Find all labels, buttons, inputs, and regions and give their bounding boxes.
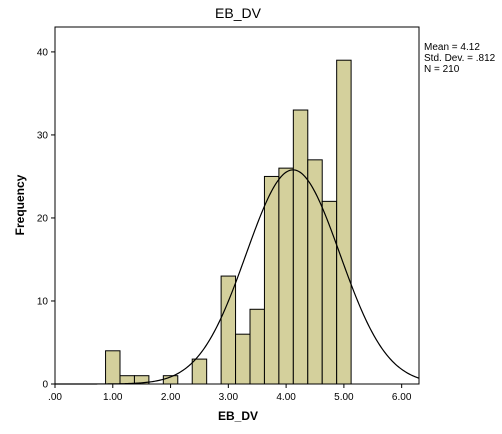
x-tick-label: 6.00 [392,392,412,403]
x-tick-label: 1.00 [103,392,123,403]
histogram-bar [105,350,121,385]
histogram-bar [292,109,309,385]
y-axis: 0 10 20 30 40 [37,47,55,391]
histogram-bar [336,59,352,385]
histogram-bar [321,200,338,385]
histogram-bar [119,375,135,385]
histogram-bar [249,308,265,385]
histogram-bar [133,375,150,385]
y-axis-label: Frequency [13,174,27,235]
bars-group [105,59,352,385]
statistics-legend: Mean = 4.12 Std. Dev. = .812 N = 210 [424,42,495,75]
y-tick-label: 20 [37,213,49,224]
histogram-bar [191,358,208,385]
std-dev-stat: Std. Dev. = .812 [424,53,496,64]
x-tick-label: 3.00 [219,392,239,403]
n-stat: N = 210 [424,64,460,75]
x-axis-label: EB_DV [218,409,258,423]
x-axis: .00 1.00 2.00 3.00 4.00 5.00 6.00 [48,384,412,403]
y-tick-label: 40 [37,47,49,58]
normal-distribution-curve [55,169,420,385]
y-tick-label: 10 [37,296,49,307]
chart-title: EB_DV [215,5,262,21]
plot-area [54,26,420,385]
x-tick-label: .00 [48,392,62,403]
mean-stat: Mean = 4.12 [424,42,480,53]
histogram-bar [263,175,280,385]
x-tick-label: 2.00 [161,392,181,403]
x-tick-label: 5.00 [334,392,354,403]
histogram-bar [220,275,237,385]
histogram-bar [278,167,294,385]
x-tick-label: 4.00 [276,392,296,403]
histogram-bar [235,333,251,385]
y-tick-label: 30 [37,130,49,141]
histogram-bar [307,159,323,385]
y-tick-label: 0 [42,380,48,391]
